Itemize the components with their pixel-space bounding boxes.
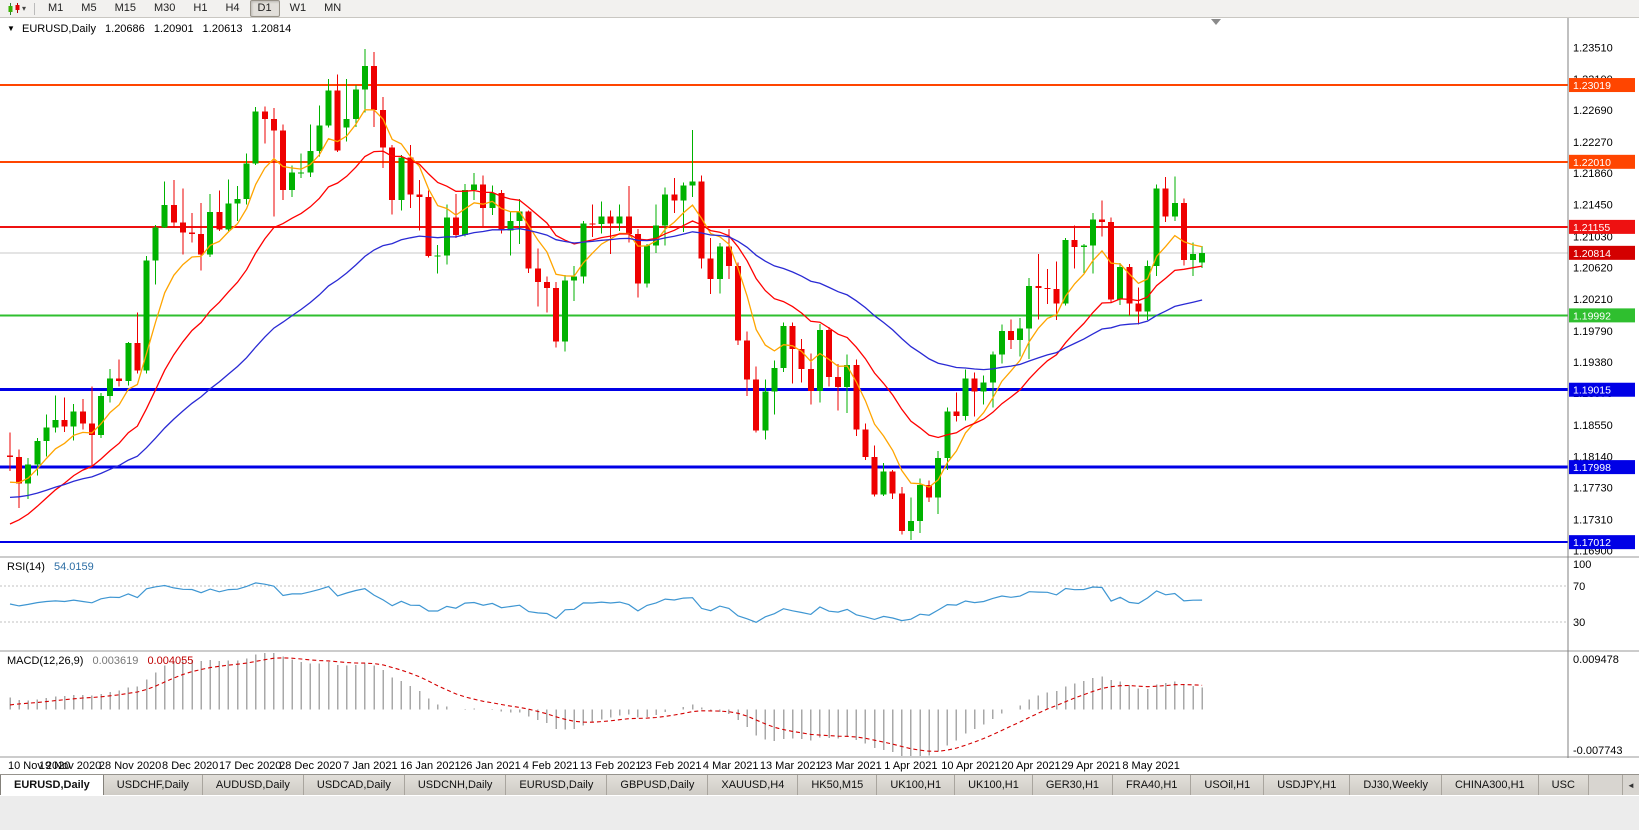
date-label: 17 Dec 2020 <box>219 760 282 772</box>
svg-text:100: 100 <box>1573 559 1591 571</box>
chart-tab[interactable]: UK100,H1 <box>955 775 1033 795</box>
tab-scroll-left-icon[interactable]: ◄ <box>1622 775 1639 795</box>
date-label: 28 Nov 2020 <box>98 760 162 772</box>
svg-text:1.17730: 1.17730 <box>1573 483 1613 495</box>
chart-tab[interactable]: FRA40,H1 <box>1113 775 1192 795</box>
bottom-strip <box>0 795 1639 830</box>
chart-shift-marker[interactable] <box>1211 19 1221 25</box>
date-label: 4 Feb 2021 <box>522 760 579 772</box>
date-label: 7 Jan 2021 <box>343 760 398 772</box>
date-label: 16 Jan 2021 <box>400 760 461 772</box>
date-label: 23 Feb 2021 <box>639 760 702 772</box>
svg-text:1.18550: 1.18550 <box>1573 420 1613 432</box>
date-label: 10 Nov 2020 <box>8 760 71 772</box>
svg-text:0.009478: 0.009478 <box>1573 654 1619 666</box>
date-label: 28 Dec 2020 <box>279 760 342 772</box>
timeframe-button-mn[interactable]: MN <box>324 2 342 14</box>
rsi-pane: 100 70 30 <box>0 559 1591 629</box>
price-tags-layer: 1.23019 1.22010 1.21155 1.19992 1.19015 1.179… <box>1569 78 1635 550</box>
pane-separators[interactable] <box>0 18 1639 758</box>
date-label: 10 Apr 2021 <box>941 760 1001 772</box>
timeframe-button-h4[interactable]: H4 <box>225 2 240 14</box>
date-label: 13 Feb 2021 <box>579 760 642 772</box>
macd-pane: 0.009478 -0.007743 <box>9 653 1623 757</box>
svg-text:1.19380: 1.19380 <box>1573 357 1613 369</box>
date-label: 19 Nov 2020 <box>38 760 102 772</box>
timeframe-button-m30[interactable]: M30 <box>153 2 176 14</box>
timeframe-toolbar: ▾ M1 M5 M15 M30 H1 H4 D1 W1 MN <box>0 0 1639 18</box>
price-axis-labels: 1.235101.231001.226901.222701.218601.214… <box>1573 43 1613 558</box>
chart-tab[interactable]: USDCNH,Daily <box>404 775 507 795</box>
svg-text:1.23510: 1.23510 <box>1573 43 1613 55</box>
timeframe-button-m1[interactable]: M1 <box>48 2 64 14</box>
svg-text:1.19015: 1.19015 <box>1573 385 1611 397</box>
price-chart-canvas[interactable]: 1.235101.231001.226901.222701.218601.214… <box>0 18 1639 758</box>
date-label: 1 Apr 2021 <box>884 760 938 772</box>
svg-text:1.21030: 1.21030 <box>1573 231 1613 243</box>
chart-window[interactable]: 1.235101.231001.226901.222701.218601.214… <box>0 18 1639 774</box>
chart-tab[interactable]: AUDUSD,Daily <box>202 775 304 795</box>
svg-text:1.19790: 1.19790 <box>1573 326 1613 338</box>
svg-text:-0.007743: -0.007743 <box>1573 745 1623 757</box>
chart-tab[interactable]: USDJPY,H1 <box>1264 775 1351 795</box>
candlestick-chart-icon <box>8 2 20 15</box>
date-label: 26 Jan 2021 <box>460 760 521 772</box>
time-axis[interactable]: 10 Nov 2020 19 Nov 2020 28 Nov 2020 8 Dec 2… <box>0 758 1639 774</box>
svg-text:1.17012: 1.17012 <box>1573 537 1611 549</box>
chart-tab[interactable]: HK50,M15 <box>798 775 878 795</box>
timeframe-button-w1[interactable]: W1 <box>289 2 307 14</box>
svg-text:1.17310: 1.17310 <box>1573 514 1613 526</box>
timeframe-button-m15[interactable]: M15 <box>114 2 136 14</box>
chart-tab[interactable]: USC <box>1538 775 1589 795</box>
svg-text:1.20620: 1.20620 <box>1573 263 1613 275</box>
date-label: 23 Mar 2021 <box>819 760 882 772</box>
svg-text:1.21450: 1.21450 <box>1573 199 1613 211</box>
svg-text:1.22690: 1.22690 <box>1573 105 1613 117</box>
chart-tabs-bar: EURUSD,Daily USDCHF,Daily AUDUSD,Daily USDC… <box>0 774 1639 795</box>
toolbar-separator <box>34 2 36 15</box>
chart-tab[interactable]: EURUSD,Daily <box>506 775 608 795</box>
horizontal-line-objects[interactable] <box>0 84 1568 544</box>
svg-text:1.17998: 1.17998 <box>1573 462 1611 474</box>
candles-layer[interactable] <box>7 49 1206 541</box>
chart-tab[interactable]: GBPUSD,Daily <box>607 775 709 795</box>
timeframe-button-h1[interactable]: H1 <box>193 2 208 14</box>
chart-tab[interactable]: CHINA300,H1 <box>1441 775 1539 795</box>
chart-tab[interactable]: USDCAD,Daily <box>303 775 405 795</box>
svg-text:1.20210: 1.20210 <box>1573 294 1613 306</box>
chart-type-button[interactable]: ▾ <box>4 1 29 17</box>
svg-text:30: 30 <box>1573 617 1585 629</box>
chart-tabs: EURUSD,Daily USDCHF,Daily AUDUSD,Daily USDC… <box>0 775 1622 795</box>
svg-text:1.21860: 1.21860 <box>1573 168 1613 180</box>
svg-text:1.22270: 1.22270 <box>1573 137 1613 149</box>
chart-tab[interactable]: GER30,H1 <box>1032 775 1114 795</box>
date-label: 20 Apr 2021 <box>1001 760 1061 772</box>
svg-text:1.23019: 1.23019 <box>1573 80 1611 92</box>
moving-averages-layer <box>9 109 1203 525</box>
chart-tab[interactable]: USDCHF,Daily <box>103 775 203 795</box>
timeframe-button-d1[interactable]: D1 <box>249 0 280 17</box>
timeframe-button-m5[interactable]: M5 <box>81 2 97 14</box>
chart-tab[interactable]: XAUUSD,H4 <box>708 775 799 795</box>
chart-tab[interactable]: EURUSD,Daily <box>0 775 104 795</box>
dropdown-caret-icon[interactable]: ▾ <box>22 3 27 13</box>
date-label: 8 May 2021 <box>1122 760 1180 772</box>
chart-tab[interactable]: UK100,H1 <box>877 775 956 795</box>
svg-text:70: 70 <box>1573 581 1585 593</box>
svg-text:1.19992: 1.19992 <box>1573 310 1611 322</box>
date-label: 4 Mar 2021 <box>702 760 759 772</box>
timeframe-buttons: M1 M5 M15 M30 H1 H4 D1 W1 MN <box>40 0 349 17</box>
chart-tab[interactable]: USOil,H1 <box>1191 775 1265 795</box>
svg-text:1.22010: 1.22010 <box>1573 157 1611 169</box>
date-label: 8 Dec 2020 <box>162 760 219 772</box>
svg-text:1.21155: 1.21155 <box>1573 222 1610 234</box>
date-label: 29 Apr 2021 <box>1061 760 1121 772</box>
svg-text:1.20814: 1.20814 <box>1573 248 1611 260</box>
chart-tab[interactable]: DJ30,Weekly <box>1350 775 1442 795</box>
date-label: 13 Mar 2021 <box>759 760 822 772</box>
